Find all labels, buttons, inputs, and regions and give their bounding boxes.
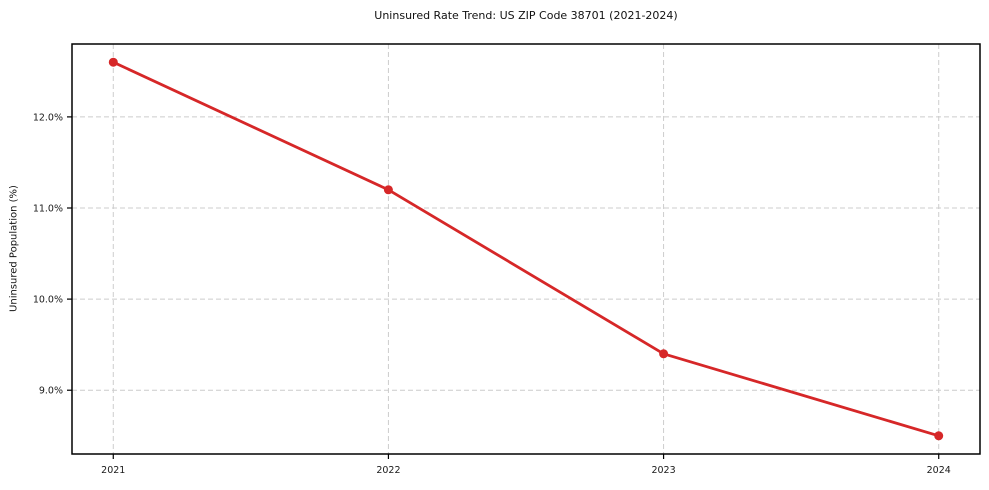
data-point-marker xyxy=(383,185,393,195)
data-point-marker xyxy=(934,431,944,441)
y-tick-label: 11.0% xyxy=(33,204,63,215)
trend-line xyxy=(111,60,941,438)
y-tick-label: 9.0% xyxy=(39,386,63,397)
x-tick-label: 2022 xyxy=(376,465,400,476)
data-point-marker xyxy=(659,349,669,359)
x-tick-label: 2023 xyxy=(651,465,675,476)
data-point-marker xyxy=(108,57,118,67)
y-tick-label: 10.0% xyxy=(33,295,63,306)
y-tick-label: 12.0% xyxy=(33,112,63,123)
x-tick-label: 2024 xyxy=(927,465,951,476)
x-tick-label: 2021 xyxy=(101,465,125,476)
plot-border xyxy=(71,43,981,455)
chart-title: Uninsured Rate Trend: US ZIP Code 38701 … xyxy=(374,9,678,22)
